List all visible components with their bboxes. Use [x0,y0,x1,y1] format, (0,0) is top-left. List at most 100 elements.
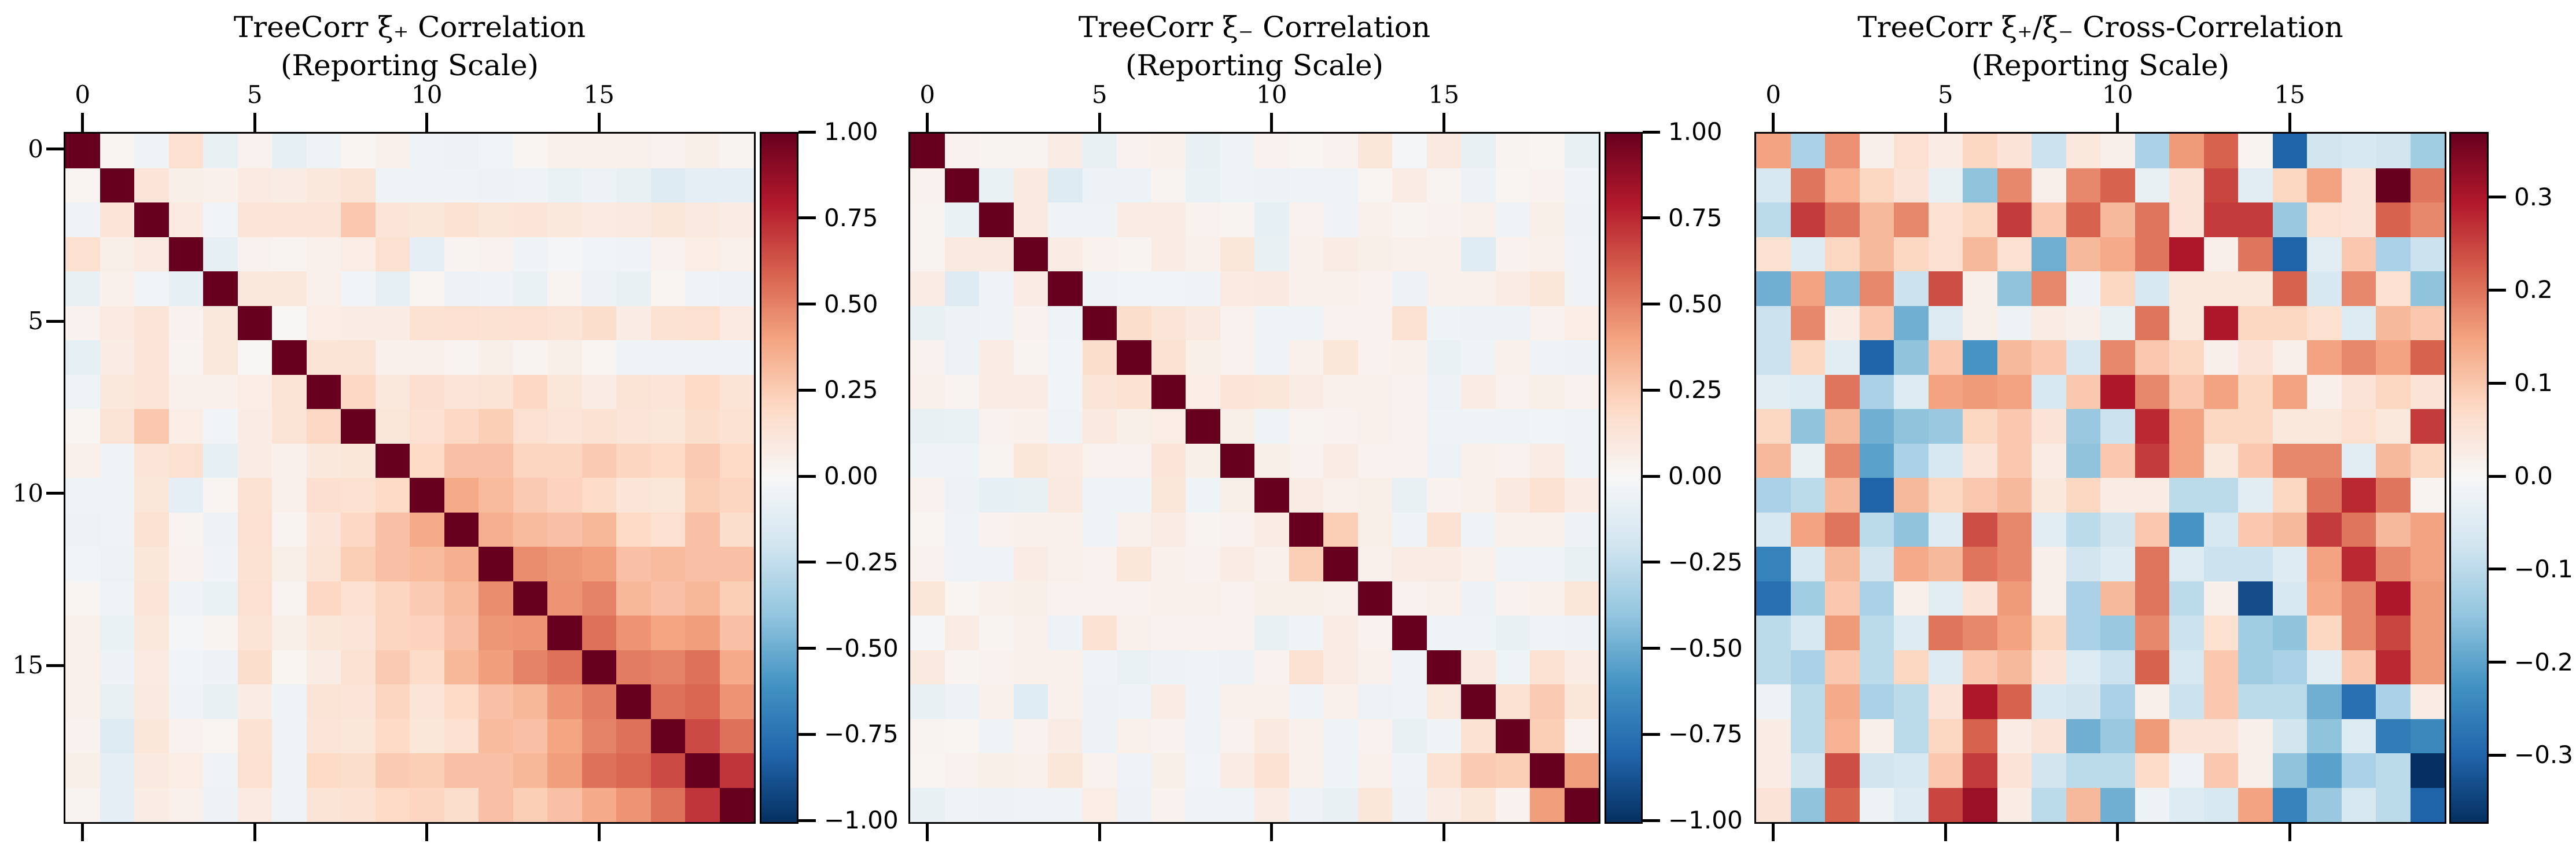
heatmap-cell [1220,650,1254,684]
heatmap-cell [513,547,547,581]
heatmap-cell [2272,616,2307,650]
heatmap-cell [513,374,547,409]
heatmap-cell [410,409,444,444]
heatmap-cell [1082,581,1117,616]
heatmap-cell [513,305,547,340]
heatmap-cell [1220,168,1254,202]
heatmap-cell [134,616,169,650]
heatmap-cell [2341,512,2376,547]
heatmap-cell [1186,168,1220,202]
heatmap-cell [2376,684,2411,719]
heatmap-cell [1825,547,1860,581]
heatmap-cell [1963,581,1997,616]
heatmap-cell [100,134,134,168]
heatmap-cell [1254,374,1289,409]
heatmap-cell [1289,753,1323,788]
heatmap-cell [1530,168,1565,202]
heatmap-cell [582,547,616,581]
heatmap-cell [2272,374,2307,409]
heatmap-cell [272,271,307,306]
x-axis-tick-top [1098,113,1101,132]
heatmap-cell [2307,650,2342,684]
heatmap-cell [410,340,444,375]
heatmap-cell [134,237,169,271]
heatmap-cell [479,753,513,788]
heatmap-cell [1254,581,1289,616]
heatmap-cell [1997,753,2032,788]
heatmap-cell [547,443,582,478]
x-axis-tick-label: 0 [75,80,91,109]
heatmap-cell [910,547,945,581]
heatmap-cell [479,271,513,306]
heatmap-cell [1756,271,1791,306]
heatmap-cell [616,753,651,788]
heatmap-cell [2066,478,2100,513]
heatmap-cell [203,271,238,306]
heatmap-cell [513,616,547,650]
heatmap-cell [1997,684,2032,719]
heatmap-cell [513,271,547,306]
heatmap-cell [1530,202,1565,237]
heatmap-cell [1254,409,1289,444]
heatmap-cell [2341,719,2376,753]
heatmap-cell [168,305,203,340]
heatmap-cell [237,581,272,616]
heatmap-cell [1117,202,1151,237]
heatmap-cell [2272,409,2307,444]
heatmap-cell [1117,340,1151,375]
heatmap-cell [100,684,134,719]
heatmap-cell [910,512,945,547]
heatmap-cell [1530,374,1565,409]
heatmap-cell [616,581,651,616]
heatmap-cell [1186,787,1220,822]
heatmap-cell [341,409,376,444]
heatmap-cell [616,547,651,581]
heatmap-cell [306,787,341,822]
heatmap-cell [2135,271,2169,306]
heatmap-cell [2307,305,2342,340]
heatmap-cell [685,134,720,168]
x-axis-tick-bottom [1098,822,1101,841]
heatmap-cell [1082,650,1117,684]
heatmap-cell [1859,443,1894,478]
heatmap-cell [1357,650,1392,684]
heatmap-cell [2376,443,2411,478]
heatmap-cell [1254,478,1289,513]
heatmap-cell [2032,443,2066,478]
heatmap-cell [1756,512,1791,547]
heatmap-cell [979,305,1014,340]
heatmap-cell [306,512,341,547]
heatmap-cell [1756,581,1791,616]
heatmap-cell [1461,581,1496,616]
heatmap-cell [979,168,1014,202]
heatmap-cell [1495,719,1530,753]
heatmap-cell [168,340,203,375]
heatmap-cell [2203,581,2238,616]
heatmap-cell [944,409,979,444]
heatmap-cell [582,168,616,202]
heatmap-cell [1357,753,1392,788]
heatmap-cell [1530,237,1565,271]
heatmap-cell [2169,374,2204,409]
heatmap-cell [2307,684,2342,719]
colorbar-tick [1643,561,1660,564]
heatmap-cell [650,512,685,547]
heatmap-cell [2272,443,2307,478]
heatmap-cell [168,478,203,513]
heatmap-cell [685,374,720,409]
heatmap-cell [1082,271,1117,306]
heatmap-cell [1894,374,1929,409]
heatmap-cell [547,340,582,375]
heatmap-cell [944,305,979,340]
heatmap-cell [910,581,945,616]
heatmap-cell [944,374,979,409]
heatmap-cell [1254,134,1289,168]
heatmap-cell [1254,616,1289,650]
heatmap-cell [1082,168,1117,202]
heatmap-cell [547,168,582,202]
heatmap-cell [1082,512,1117,547]
heatmap-cell [1289,616,1323,650]
heatmap-cell [1825,237,1860,271]
heatmap-cell [1186,409,1220,444]
heatmap-cell [1825,512,1860,547]
